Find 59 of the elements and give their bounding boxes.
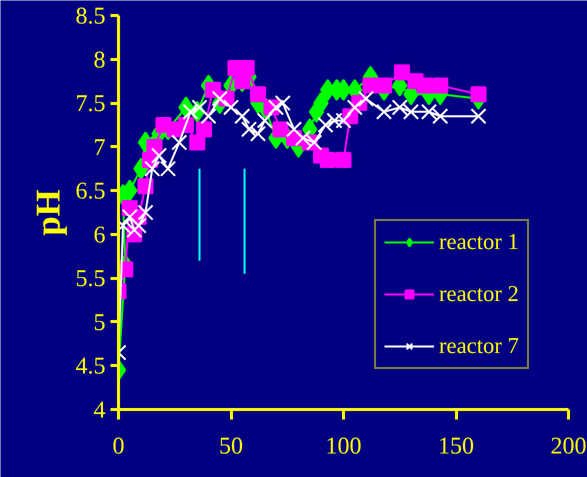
point <box>306 134 322 151</box>
point <box>272 121 288 138</box>
point <box>346 99 363 116</box>
point <box>320 152 336 168</box>
y-tick-label: 4 <box>94 398 106 424</box>
point <box>171 134 188 151</box>
point <box>196 121 212 138</box>
point <box>394 64 410 80</box>
point <box>122 208 138 225</box>
point <box>126 222 142 238</box>
point <box>376 104 392 120</box>
legend-label: reactor 7 <box>439 333 519 359</box>
point <box>326 112 343 129</box>
point <box>336 152 352 168</box>
y-tick-label: 7.5 <box>76 91 106 118</box>
y-tick-label: 8.5 <box>76 4 106 30</box>
point <box>150 148 168 164</box>
point <box>189 134 206 150</box>
y-tick-label: 5.5 <box>76 266 106 292</box>
x-tick-label: 0 <box>112 434 124 460</box>
x-tick-label: 100 <box>326 434 362 460</box>
point <box>470 86 486 102</box>
point <box>137 204 154 221</box>
point <box>256 112 273 129</box>
y-tick-label: 8 <box>94 47 106 74</box>
point <box>182 104 199 120</box>
point <box>286 121 302 138</box>
point <box>200 108 217 124</box>
y-axis-title: pH <box>30 189 68 236</box>
point <box>240 121 258 138</box>
y-tick-label: 7 <box>94 134 106 161</box>
point <box>470 108 487 124</box>
x-tick-label: 50 <box>219 434 243 460</box>
point <box>146 138 162 155</box>
point <box>274 94 291 112</box>
point <box>317 116 334 134</box>
point <box>191 99 208 116</box>
point <box>250 86 266 102</box>
legend-label: reactor 2 <box>439 281 519 307</box>
point <box>432 78 448 94</box>
y-tick-label: 6 <box>94 222 106 248</box>
y-tick-label: 4.5 <box>76 354 106 380</box>
point <box>222 99 240 116</box>
point <box>392 99 408 116</box>
point <box>250 126 266 142</box>
x-tick-label: 200 <box>550 434 586 460</box>
point <box>234 108 250 124</box>
point <box>294 130 312 146</box>
point <box>335 112 352 129</box>
legend-label: reactor 1 <box>439 229 519 255</box>
point <box>268 99 284 116</box>
point <box>376 78 392 94</box>
point <box>358 90 374 107</box>
x-tick-label: 150 <box>438 434 474 460</box>
y-tick-label: 6.5 <box>76 178 106 205</box>
point <box>416 78 432 94</box>
point <box>432 108 448 124</box>
point <box>212 90 228 107</box>
y-tick-label: 5 <box>94 310 106 336</box>
